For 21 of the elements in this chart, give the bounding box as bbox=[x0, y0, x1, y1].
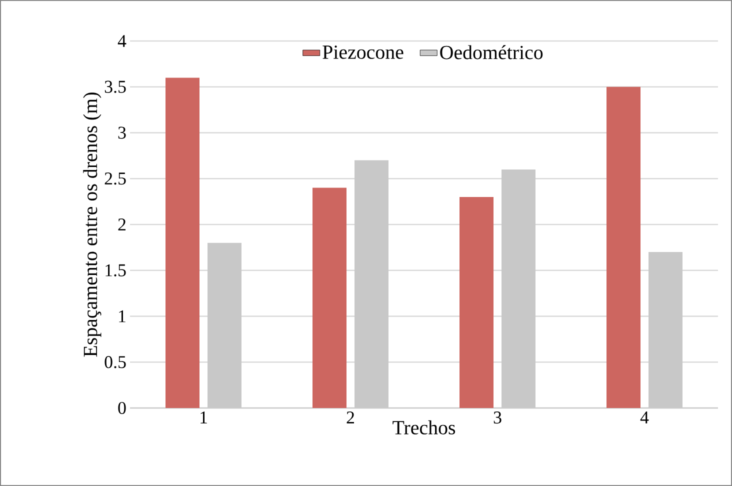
x-tick-label: 1 bbox=[200, 412, 207, 424]
bar bbox=[460, 196, 494, 408]
y-tick-label: 0.5 bbox=[104, 356, 126, 368]
x-tick-label: 2 bbox=[346, 412, 354, 424]
y-tick-label: 2 bbox=[118, 218, 126, 230]
y-tick-label: 1 bbox=[119, 310, 126, 322]
legend-label: Oedométrico bbox=[440, 45, 543, 60]
y-tick-label: 0 bbox=[118, 402, 126, 414]
y-axis-title: Espaçamento entre os drenos (m) bbox=[83, 92, 102, 357]
x-tick-label: 4 bbox=[640, 412, 649, 424]
x-axis-title: Trechos bbox=[392, 420, 456, 434]
bar bbox=[312, 188, 347, 408]
y-tick-label: 3.5 bbox=[104, 80, 126, 93]
y-tick-label: 4 bbox=[118, 35, 126, 47]
bar bbox=[166, 78, 200, 408]
x-tick-label: 3 bbox=[494, 412, 502, 424]
y-tick-label: 1.5 bbox=[106, 264, 126, 276]
y-tick-label: 2.5 bbox=[104, 172, 126, 185]
bar bbox=[606, 86, 641, 408]
legend-label: Piezocone bbox=[322, 46, 404, 59]
y-tick-label: 3 bbox=[118, 126, 126, 139]
